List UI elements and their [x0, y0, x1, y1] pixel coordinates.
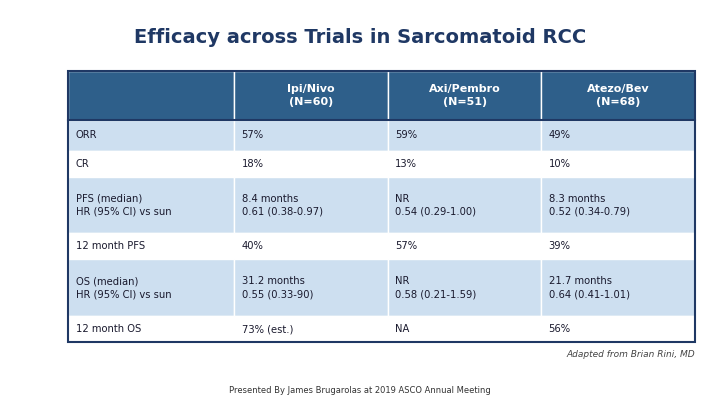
Text: Atezo/Bev
(N=68): Atezo/Bev (N=68) — [587, 84, 649, 107]
Text: 57%: 57% — [395, 241, 417, 252]
Text: 8.4 months
0.61 (0.38-0.97): 8.4 months 0.61 (0.38-0.97) — [242, 194, 323, 216]
Text: Axi/Pembro
(N=51): Axi/Pembro (N=51) — [428, 84, 500, 107]
Text: 8.3 months
0.52 (0.34-0.79): 8.3 months 0.52 (0.34-0.79) — [549, 194, 629, 216]
Bar — [235, 120, 388, 151]
Text: Efficacy across Trials in Sarcomatoid RCC: Efficacy across Trials in Sarcomatoid RC… — [134, 28, 586, 47]
Text: 18%: 18% — [242, 159, 264, 168]
Text: PFS (median)
HR (95% CI) vs sun: PFS (median) HR (95% CI) vs sun — [76, 194, 171, 216]
Text: 59%: 59% — [395, 130, 417, 140]
Bar — [68, 120, 235, 151]
Text: 13%: 13% — [395, 159, 417, 168]
Text: NA: NA — [395, 324, 410, 334]
Bar — [68, 233, 235, 260]
Text: 31.2 months
0.55 (0.33-90): 31.2 months 0.55 (0.33-90) — [242, 276, 313, 299]
Bar — [235, 151, 388, 177]
Text: 12 month PFS: 12 month PFS — [76, 241, 145, 252]
Text: 57%: 57% — [242, 130, 264, 140]
Text: CR: CR — [76, 159, 89, 168]
Bar — [388, 316, 541, 342]
Bar — [235, 316, 388, 342]
Bar — [541, 316, 695, 342]
Bar — [541, 120, 695, 151]
Text: 73% (est.): 73% (est.) — [242, 324, 293, 334]
Bar — [388, 120, 541, 151]
Bar — [68, 316, 235, 342]
Bar — [388, 233, 541, 260]
Text: ORR: ORR — [76, 130, 97, 140]
Text: 40%: 40% — [242, 241, 264, 252]
Text: OS (median)
HR (95% CI) vs sun: OS (median) HR (95% CI) vs sun — [76, 276, 171, 299]
Text: Presented By James Brugarolas at 2019 ASCO Annual Meeting: Presented By James Brugarolas at 2019 AS… — [229, 386, 491, 395]
Bar — [541, 233, 695, 260]
Bar — [541, 151, 695, 177]
Text: 56%: 56% — [549, 324, 571, 334]
Bar — [388, 151, 541, 177]
Text: 12 month OS: 12 month OS — [76, 324, 141, 334]
Text: 49%: 49% — [549, 130, 570, 140]
Bar — [235, 233, 388, 260]
Text: 10%: 10% — [549, 159, 570, 168]
Text: NR
0.54 (0.29-1.00): NR 0.54 (0.29-1.00) — [395, 194, 476, 216]
Bar — [68, 151, 235, 177]
Text: Ipi/Nivo
(N=60): Ipi/Nivo (N=60) — [287, 84, 335, 107]
Text: NR
0.58 (0.21-1.59): NR 0.58 (0.21-1.59) — [395, 276, 477, 299]
Text: 39%: 39% — [549, 241, 570, 252]
Text: 21.7 months
0.64 (0.41-1.01): 21.7 months 0.64 (0.41-1.01) — [549, 276, 629, 299]
Text: Adapted from Brian Rini, MD: Adapted from Brian Rini, MD — [566, 350, 695, 359]
